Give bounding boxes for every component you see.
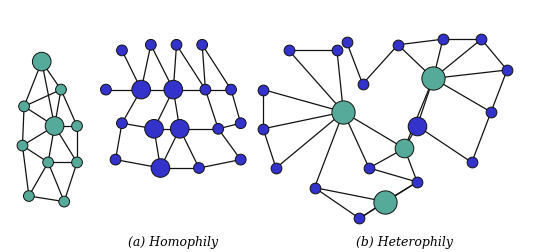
Point: [259, 88, 268, 92]
Point: [50, 124, 59, 128]
Point: [342, 40, 351, 44]
Point: [102, 88, 110, 92]
Point: [118, 121, 126, 125]
Point: [38, 59, 46, 64]
Point: [198, 43, 206, 47]
Point: [332, 48, 341, 52]
Point: [73, 160, 82, 164]
Point: [310, 185, 319, 190]
Point: [236, 121, 245, 125]
Point: [365, 166, 374, 170]
Point: [18, 144, 27, 148]
Point: [236, 158, 245, 162]
Point: [358, 82, 367, 86]
Point: [44, 160, 52, 164]
Point: [118, 48, 126, 52]
Point: [503, 68, 512, 72]
Point: [60, 200, 68, 204]
Point: [259, 127, 268, 131]
Point: [284, 48, 293, 52]
Point: [137, 88, 146, 92]
Point: [381, 200, 390, 204]
Point: [194, 166, 203, 170]
Point: [176, 127, 184, 131]
Point: [150, 127, 158, 131]
Point: [487, 110, 496, 114]
Point: [477, 37, 486, 41]
Point: [214, 127, 222, 131]
Point: [272, 166, 280, 170]
Point: [438, 37, 447, 41]
Point: [111, 158, 120, 162]
Text: (a) Homophily: (a) Homophily: [128, 236, 219, 249]
Point: [20, 104, 29, 108]
Point: [201, 88, 210, 92]
Point: [413, 124, 422, 128]
Text: (b) Heterophily: (b) Heterophily: [356, 236, 453, 249]
Point: [169, 88, 178, 92]
Point: [339, 110, 348, 114]
Point: [355, 216, 364, 220]
Point: [172, 43, 181, 47]
Point: [156, 166, 165, 170]
Point: [73, 124, 82, 128]
Point: [56, 88, 65, 92]
Point: [394, 43, 402, 47]
Point: [24, 194, 33, 198]
Point: [227, 88, 236, 92]
Point: [400, 146, 409, 150]
Point: [429, 76, 438, 80]
Point: [413, 180, 422, 184]
Point: [146, 43, 155, 47]
Point: [468, 160, 476, 164]
